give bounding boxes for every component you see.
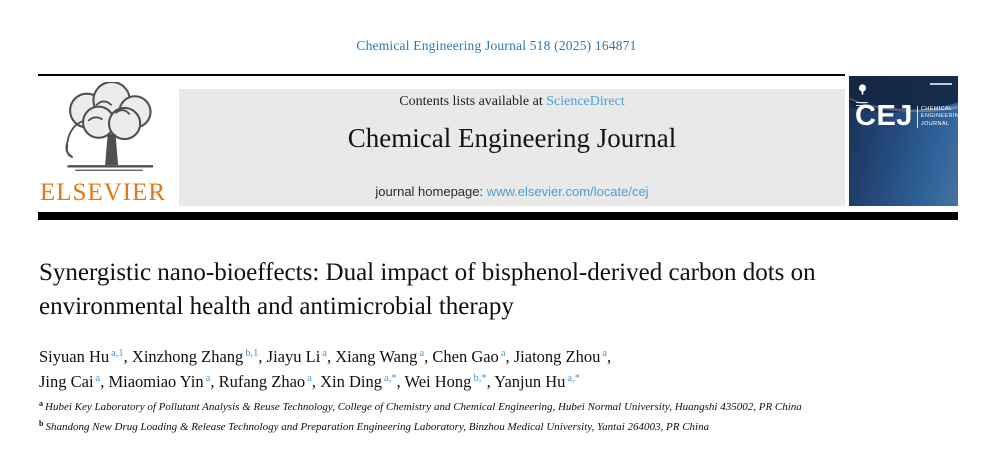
authors-line-2: Jing Cai a, Miaomiao Yin a, Rufang Zhao a, … (39, 370, 869, 395)
cover-issn-text (930, 83, 952, 85)
author: Jiatong Zhou a, (513, 347, 612, 366)
author: Chen Gao a, (432, 347, 514, 366)
affiliation-list: a Hubei Key Laboratory of Pollutant Analy… (39, 399, 827, 440)
cover-journal-name: CHEMICAL ENGINEERING JOURNAL (916, 106, 958, 129)
author-superscript: a (500, 348, 506, 359)
contents-line: Contents lists available at ScienceDirec… (179, 94, 845, 110)
author: Jing Cai a, (39, 371, 109, 391)
author-superscript: a (602, 348, 608, 359)
author-superscript: b,1 (245, 348, 259, 359)
author-superscript: a,* (567, 372, 580, 384)
author: Wei Hong b,*, (404, 371, 495, 391)
journal-cover-thumbnail: CEJ CHEMICAL ENGINEERING JOURNAL (849, 76, 958, 206)
journal-name: Chemical Engineering Journal (347, 123, 677, 153)
cover-line-3: JOURNAL (920, 120, 950, 127)
author-superscript: a (322, 348, 327, 359)
author: Xinzhong Zhang b,1, (131, 347, 267, 366)
affiliation-item: a Hubei Key Laboratory of Pollutant Analy… (39, 399, 827, 416)
author-superscript: a (419, 348, 425, 359)
top-rule (38, 74, 845, 76)
author-superscript: a (95, 372, 101, 384)
author: Xiang Wang a, (335, 347, 433, 366)
contents-text: Contents lists available at (399, 94, 547, 109)
elsevier-mini-tree-icon (856, 82, 870, 106)
sciencedirect-link[interactable]: ScienceDirect (546, 94, 625, 109)
author: Xin Ding a,*, (320, 371, 405, 391)
elsevier-wordmark: ELSEVIER (40, 179, 167, 206)
author: Yanjun Hu a,* (494, 371, 580, 391)
author-superscript: a (307, 372, 312, 384)
homepage-text: journal homepage: (375, 184, 487, 199)
homepage-link[interactable]: www.elsevier.com/locate/cej (486, 184, 649, 199)
affiliation-item: b Shandong New Drug Loading & Release Tec… (39, 418, 827, 436)
elsevier-logo: ELSEVIER (40, 82, 178, 208)
journal-citation: Chemical Engineering Journal 518 (2025) … (356, 38, 637, 53)
article-title: Synergistic nano-bioeffects: Dual impact… (39, 259, 816, 320)
homepage-line: journal homepage: www.elsevier.com/locat… (179, 184, 845, 199)
authors-line-1: Siyuan Hu a,1, Xinzhong Zhang b,1, Jiayu L… (39, 345, 869, 370)
cover-acronym: CEJ (855, 100, 913, 132)
author-superscript: b,* (473, 372, 487, 384)
affiliation-label: a (39, 399, 43, 408)
author-superscript: a,* (383, 372, 397, 384)
elsevier-tree-icon (40, 82, 178, 178)
affiliation-text: Shandong New Drug Loading & Release Tech… (45, 420, 710, 433)
cover-line-1: CHEMICAL (920, 106, 953, 112)
author: Rufang Zhao a, (218, 371, 321, 391)
journal-banner: Contents lists available at ScienceDirec… (179, 89, 845, 206)
cover-line-2: ENGINEERING (920, 113, 958, 120)
author-superscript: a (205, 372, 211, 384)
author: Miaomiao Yin a, (108, 371, 219, 391)
author-list: Siyuan Hu a,1, Xinzhong Zhang b,1, Jiayu L… (39, 345, 869, 395)
author: Jiayu Li a, (266, 347, 336, 366)
section-divider-rule (38, 212, 958, 220)
affiliation-label: b (39, 418, 44, 428)
cover-title: CEJ CHEMICAL ENGINEERING JOURNAL (855, 102, 958, 131)
author-superscript: a,1 (111, 348, 124, 359)
author: Siyuan Hu a,1, (39, 347, 132, 366)
affiliation-text: Hubei Key Laboratory of Pollutant Analys… (45, 401, 802, 413)
